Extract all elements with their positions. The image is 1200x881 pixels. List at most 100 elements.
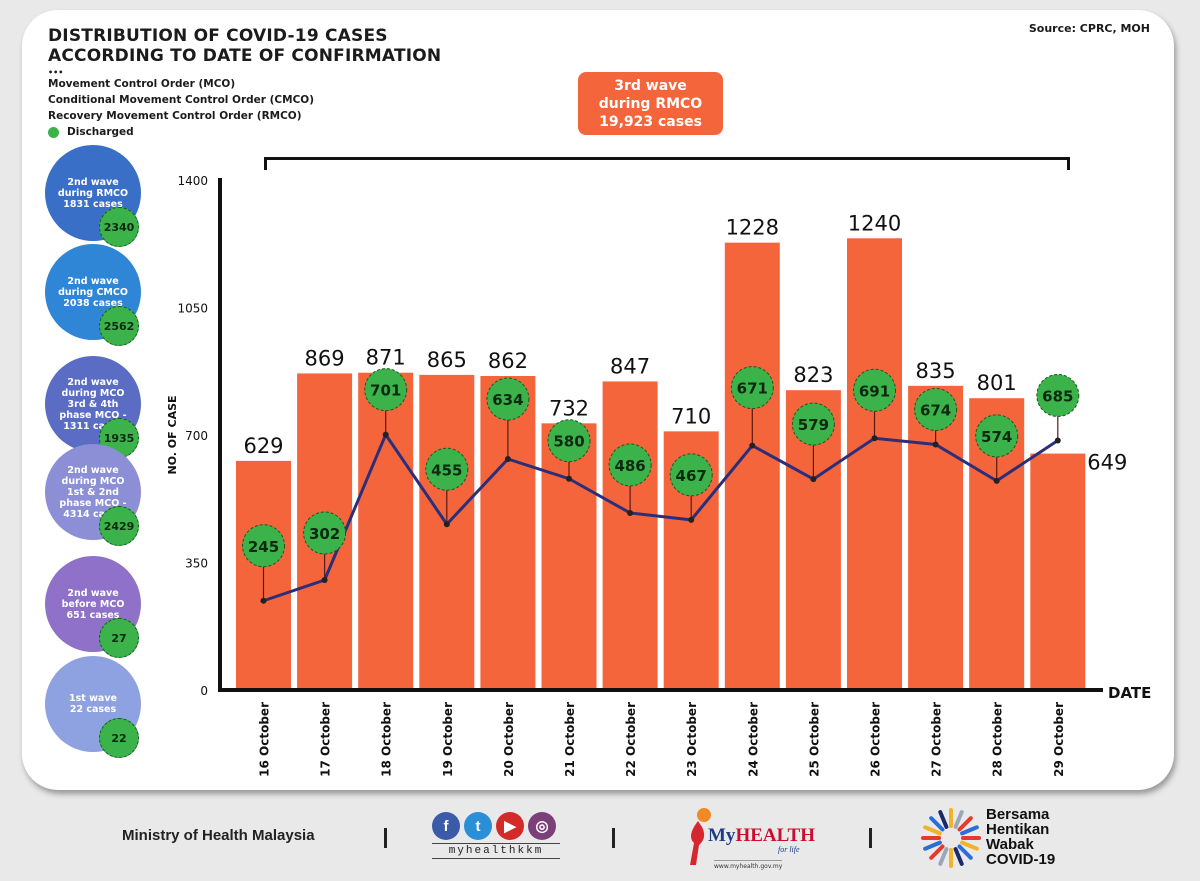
discharged-value-label: 671 (737, 380, 768, 398)
y-tick-label: 350 (185, 557, 208, 571)
ministry-label: Ministry of Health Malaysia (122, 827, 315, 844)
wave-bubble-text: 3rd & 4th (67, 398, 119, 410)
discharged-point (566, 475, 572, 482)
social-links: f t ▶ ◎ myhealthkkm (432, 812, 564, 859)
wave-bubble-text: 2nd wave (67, 275, 119, 287)
x-tick-label: 25 October (807, 702, 821, 777)
youtube-icon[interactable]: ▶ (496, 812, 524, 840)
bar-value-label: 801 (977, 371, 1017, 395)
person-ray (923, 840, 942, 851)
discharged-dot-icon (48, 126, 59, 138)
y-tick-label: 1050 (177, 302, 208, 316)
discharged-value-label: 455 (431, 461, 462, 479)
legend: ••• Movement Control Order (MCO) Conditi… (48, 68, 314, 140)
person-ray (957, 816, 973, 832)
discharged-value-label: 302 (309, 525, 340, 543)
twitter-icon[interactable]: t (464, 812, 492, 840)
wave-bubble-text: 1831 cases (63, 198, 123, 210)
wave-discharged-badge: 2429 (99, 506, 139, 546)
person-ray (953, 847, 964, 866)
wave-discharged-badge: 22 (99, 718, 139, 758)
x-tick-label: 28 October (991, 702, 1005, 777)
wave-bubble-text: 1311 cases (63, 420, 123, 432)
bersama-text: Bersama Hentikan Wabak COVID-19 (986, 806, 1056, 868)
y-tick-label: 1400 (177, 174, 208, 188)
myhealth-figure-icon (690, 808, 711, 865)
bar-value-label: 823 (793, 363, 833, 387)
bar-value-label: 871 (366, 346, 406, 370)
discharged-value-label: 685 (1042, 387, 1073, 405)
bar-value-label: 732 (549, 396, 589, 420)
wave-bubble-text: phase MCO - (59, 409, 127, 421)
footer-separator (869, 828, 872, 848)
x-tick-label: 17 October (319, 702, 333, 777)
discharged-point (321, 576, 328, 583)
x-tick-label: 18 October (380, 702, 394, 777)
person-ray (929, 816, 945, 832)
discharged-bubble (1036, 373, 1080, 417)
wave-bubble-text: 2038 cases (63, 297, 123, 309)
facebook-icon[interactable]: f (432, 812, 460, 840)
bar-value-label: 649 (1087, 451, 1127, 475)
discharged-line (263, 431, 1059, 603)
y-tick-label: 0 (200, 684, 208, 698)
source-label: Source: CPRC, MOH (1028, 22, 1150, 35)
wave-bubble-text: 4314 cases (63, 508, 123, 520)
x-tick-label: 19 October (441, 702, 455, 777)
bar-value-label: 710 (671, 404, 711, 428)
person-ray (960, 840, 979, 851)
x-tick-label: 21 October (563, 702, 577, 777)
footer-separator (612, 828, 615, 848)
discharged-value-label: 467 (676, 467, 707, 485)
x-tick-label: 16 October (258, 702, 272, 777)
x-tick-label: 22 October (624, 702, 638, 777)
bar-value-label: 629 (243, 434, 283, 458)
wave-bubble: 2nd wave during MCO 3rd & 4th phase MCO -13… (45, 356, 141, 452)
discharged-value-label: 634 (492, 391, 523, 409)
bar-value-label: 862 (488, 349, 528, 373)
discharged-point (932, 441, 939, 448)
wave-bubble-text: 22 cases (69, 704, 117, 715)
x-tick-label: 23 October (685, 702, 699, 777)
discharged-point (504, 456, 511, 463)
discharged-point (810, 476, 817, 483)
bersama-logo: Bersama Hentikan Wabak COVID-19 (920, 805, 1100, 875)
person-ray (938, 847, 949, 866)
third-wave-bracket (264, 157, 1070, 170)
discharged-point (382, 431, 389, 438)
x-tick-label: 26 October (869, 702, 883, 777)
discharged-point (688, 516, 695, 523)
legend-discharged-label: Discharged (67, 126, 134, 138)
person-ray (938, 810, 949, 829)
discharged-bubble (730, 366, 774, 410)
legend-dots: ••• (48, 68, 64, 77)
discharged-bubble (425, 447, 469, 491)
legend-rmco: Recovery Movement Control Order (RMCO) (48, 110, 302, 122)
wave-bubble-text: during CMCO (58, 286, 128, 298)
discharged-bubble (242, 524, 285, 568)
bar-value-label: 865 (427, 348, 467, 372)
people-circle-icon (921, 808, 981, 868)
cases-chart: 629 869 871 865 862 732 847 710 1228 823 1240 835 80… (166, 174, 1151, 777)
discharged-bubble (608, 443, 652, 487)
wave-bubble-text: 1st & 2nd (67, 486, 119, 498)
discharged-value-label: 691 (859, 382, 890, 400)
wave-bubble-text: before MCO (61, 598, 125, 610)
bar (1030, 453, 1086, 690)
chart-title: DISTRIBUTION OF COVID-19 CASES ACCORDING… (48, 26, 441, 66)
third-wave-badge: 3rd wave during RMCO 19,923 cases (578, 72, 723, 135)
x-tick-label: 24 October (746, 702, 760, 777)
discharged-value-label: 486 (614, 457, 645, 475)
discharged-bubble (975, 414, 1019, 458)
discharged-point (1054, 437, 1061, 444)
x-axis-label: DATE (1108, 684, 1151, 702)
discharged-point (871, 435, 878, 442)
wave-bubble-text: 651 cases (66, 609, 120, 621)
wave-discharged-badge: 2562 (99, 306, 139, 346)
wave-bubble-text: phase MCO - (59, 497, 127, 509)
instagram-icon[interactable]: ◎ (528, 812, 556, 840)
discharged-point (443, 521, 450, 528)
discharged-point (260, 597, 267, 604)
wave-bubble-text: during MCO (61, 387, 125, 399)
bar (602, 381, 658, 690)
